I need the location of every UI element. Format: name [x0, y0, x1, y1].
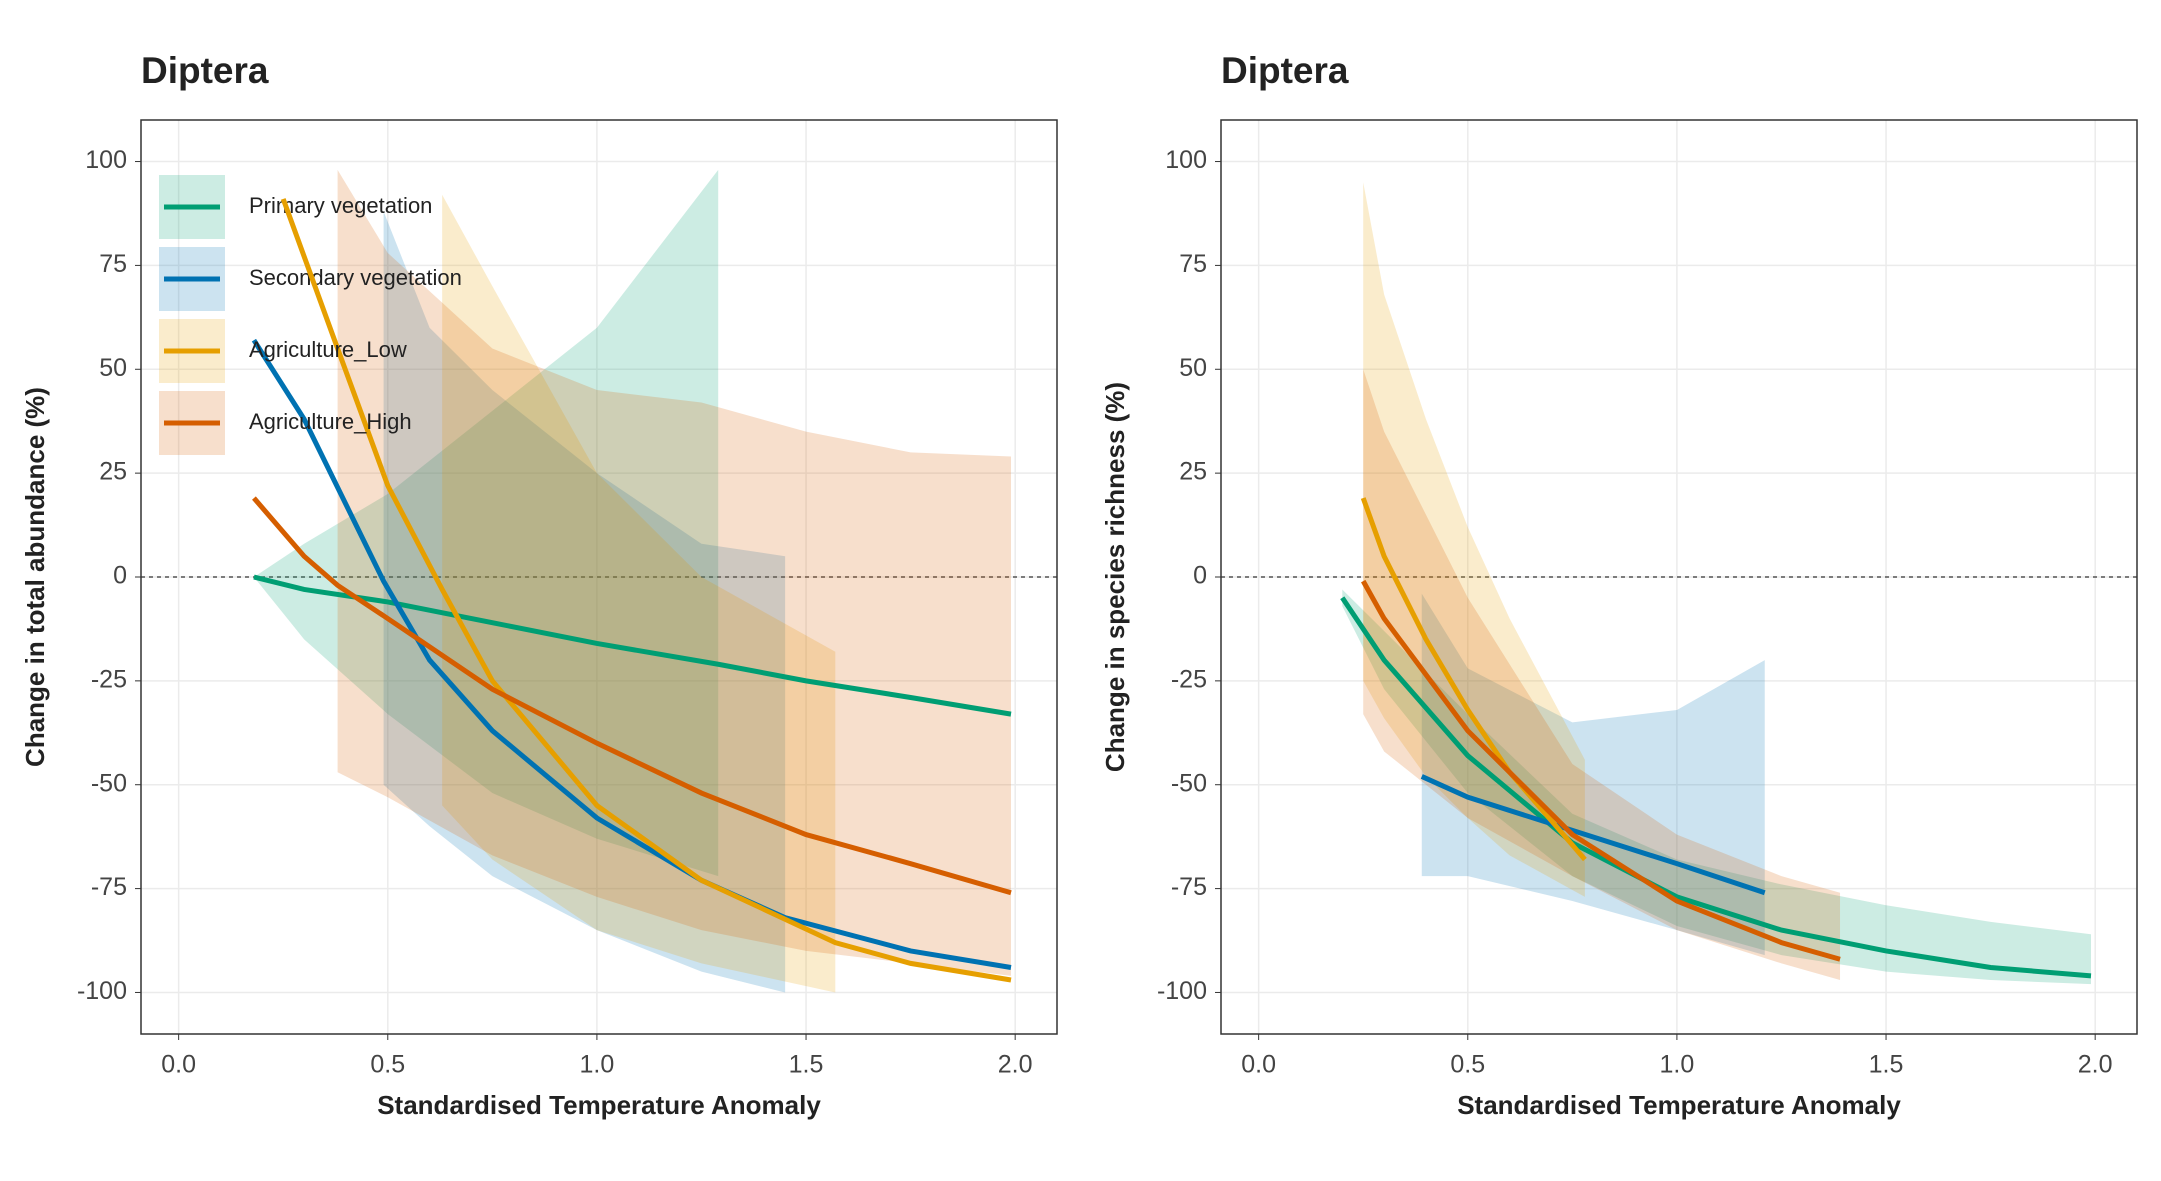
x-tick-label: 1.0	[580, 1051, 615, 1079]
y-tick-label: 0	[113, 562, 127, 590]
y-tick-label: -75	[1171, 873, 1207, 901]
y-tick-label: 75	[1179, 250, 1207, 278]
series-line	[251, 338, 1012, 970]
y-axis-label: Change in species richness (%)	[1100, 382, 1130, 772]
legend-label: Primary vegetation	[249, 193, 432, 218]
y-axis-label: Change in total abundance (%)	[20, 387, 50, 767]
series-line	[1340, 596, 2092, 979]
x-tick-label: 1.0	[1660, 1051, 1695, 1079]
y-tick-label: -50	[91, 769, 127, 797]
x-tick-label: 0.5	[1450, 1051, 1485, 1079]
y-tick-label: -50	[1171, 769, 1207, 797]
y-tick-label: 25	[1179, 458, 1207, 486]
chart-title: Diptera	[141, 50, 269, 91]
series-line	[1420, 774, 1766, 896]
y-tick-label: -100	[1157, 977, 1207, 1005]
legend-label: Secondary vegetation	[249, 265, 462, 290]
confidence-band	[1363, 182, 1585, 897]
x-axis-label: Standardised Temperature Anomaly	[1457, 1090, 1901, 1120]
y-tick-label: 0	[1193, 562, 1207, 590]
y-tick-label: -75	[91, 873, 127, 901]
series-line	[1361, 579, 1841, 962]
confidence-band	[1342, 589, 2091, 985]
y-tick-label: -100	[77, 977, 127, 1005]
x-axis-label: Standardised Temperature Anomaly	[377, 1090, 821, 1120]
y-tick-label: -25	[91, 665, 127, 693]
series-line	[280, 198, 1012, 983]
panel: Diptera 0.0 0.5 1.0 1.5 2.0 100 75 50 25 0 -25 -50 -7…	[20, 50, 1058, 1120]
legend-label: Agriculture_Low	[249, 337, 407, 362]
x-tick-label: 2.0	[998, 1051, 1033, 1079]
x-tick-label: 2.0	[2078, 1051, 2113, 1079]
chart-title: Diptera	[1221, 50, 1349, 91]
y-tick-label: 25	[99, 458, 127, 486]
y-tick-label: 50	[1179, 354, 1207, 382]
x-tick-label: 1.5	[789, 1051, 824, 1079]
panel: Diptera 0.0 0.5 1.0 1.5 2.0 100 75 50 25 0 -25 -50 -7…	[1100, 50, 2138, 1120]
confidence-band	[442, 194, 836, 993]
series-line	[253, 574, 1012, 717]
x-tick-label: 1.5	[1869, 1051, 1904, 1079]
confidence-band	[383, 211, 786, 993]
series-line	[252, 496, 1012, 896]
plot-border	[1220, 119, 2138, 1035]
x-tick-label: 0.5	[370, 1051, 405, 1079]
y-tick-label: 50	[99, 354, 127, 382]
y-tick-label: 100	[85, 146, 127, 174]
confidence-band	[253, 169, 719, 877]
confidence-band	[337, 169, 1011, 976]
y-tick-label: 100	[1165, 146, 1207, 174]
y-tick-label: -25	[1171, 665, 1207, 693]
x-tick-label: 0.0	[1241, 1051, 1276, 1079]
y-tick-label: 75	[99, 250, 127, 278]
legend-label: Agriculture_High	[249, 409, 412, 434]
x-tick-label: 0.0	[161, 1051, 196, 1079]
plot-border	[140, 119, 1058, 1035]
